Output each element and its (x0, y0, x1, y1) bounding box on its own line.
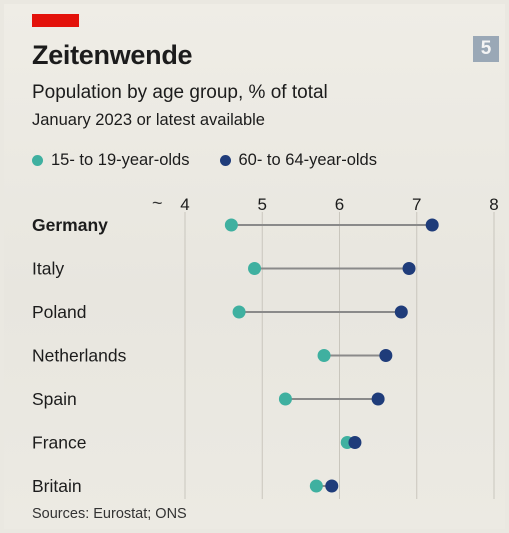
legend-label-young: 15- to 19-year-olds (51, 151, 190, 169)
axis-break-symbol: ~ (152, 193, 163, 213)
country-label-poland: Poland (32, 302, 87, 322)
country-label-britain: Britain (32, 476, 82, 496)
legend-item-old: 60- to 64-year-olds (219, 151, 378, 170)
legend-label-old: 60- to 64-year-olds (238, 151, 378, 169)
chart-note: January 2023 or latest available (32, 111, 265, 129)
point-young-poland (232, 305, 246, 319)
country-label-italy: Italy (32, 259, 64, 279)
point-old-poland (394, 305, 408, 319)
chart-title: Zeitenwende (32, 40, 193, 70)
source-note: Sources: Eurostat; ONS (32, 506, 187, 522)
point-young-britain (309, 479, 323, 493)
chart-legend: 15- to 19-year-olds 60- to 64-year-olds (32, 151, 407, 170)
x-tick-label-7: 7 (412, 195, 421, 214)
legend-item-young: 15- to 19-year-olds (32, 151, 190, 170)
country-label-spain: Spain (32, 389, 77, 409)
point-old-italy (402, 262, 416, 275)
country-label-germany: Germany (32, 215, 108, 235)
point-young-germany (224, 218, 238, 232)
page-badge: 5 (473, 36, 499, 62)
point-old-britain (325, 479, 339, 493)
x-tick-label-4: 4 (180, 195, 189, 214)
chart-subtitle: Population by age group, % of total (32, 82, 328, 103)
point-young-italy (248, 262, 262, 275)
dot-range-plot: ~4 5 6 7 8 Germany Italy Poland Netherlands Spain… (32, 193, 499, 499)
brand-red-tag (32, 14, 79, 27)
country-label-netherlands: Netherlands (32, 346, 127, 366)
point-old-netherlands (379, 349, 393, 362)
legend-swatch-old (219, 155, 231, 166)
point-old-spain (371, 392, 385, 406)
country-label-france: France (32, 433, 86, 453)
x-tick-label-6: 6 (335, 195, 344, 214)
legend-swatch-young (32, 155, 43, 166)
x-tick-label-5: 5 (258, 195, 267, 214)
x-tick-label-8: 8 (489, 195, 498, 214)
point-young-spain (278, 392, 292, 406)
chart-card: Zeitenwende Population by age group, % o… (4, 4, 505, 529)
point-old-germany (425, 218, 439, 232)
point-young-netherlands (317, 349, 331, 362)
point-old-france (348, 436, 362, 449)
